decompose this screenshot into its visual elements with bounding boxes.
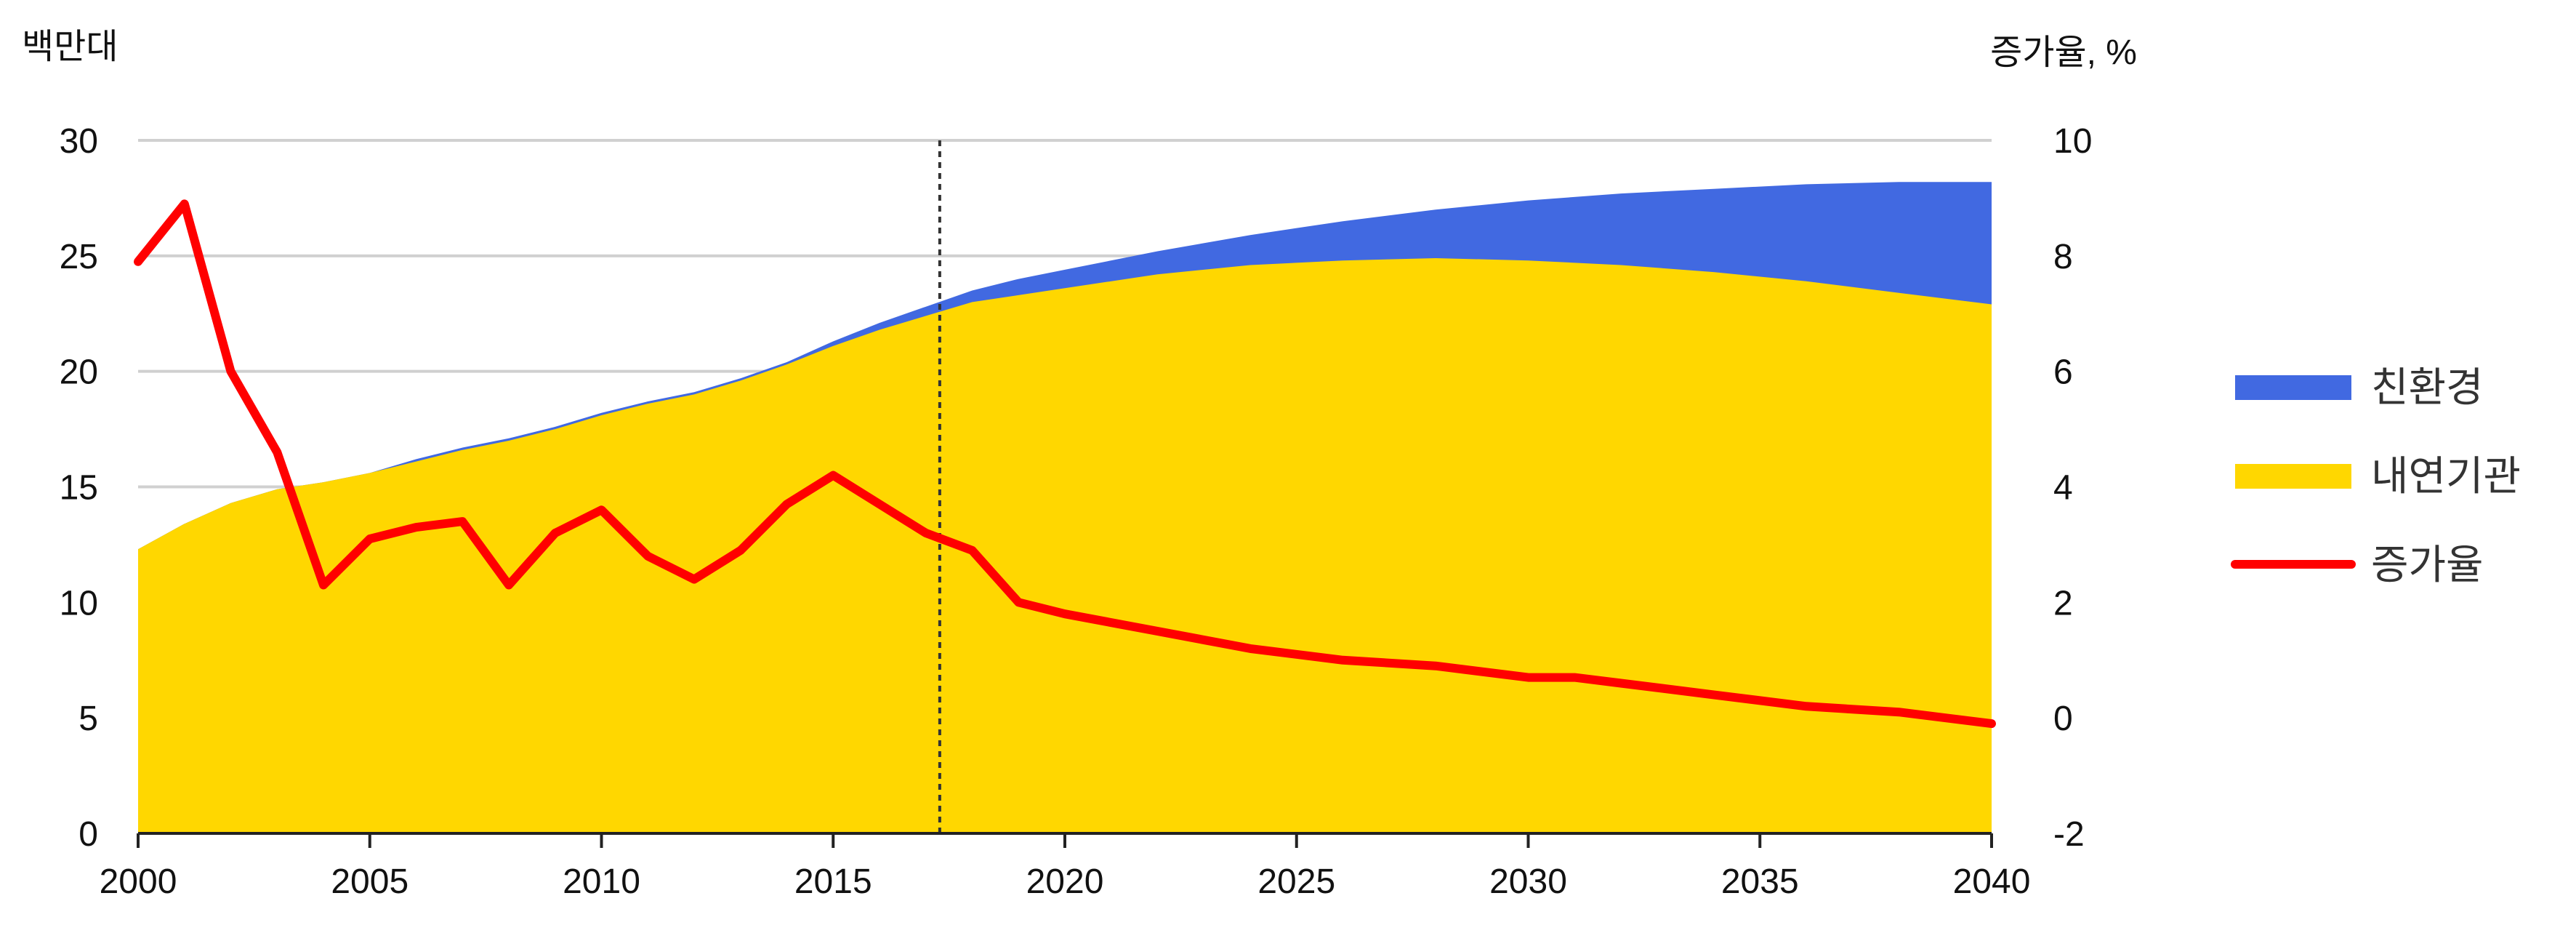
legend-label-growth: 증가율 — [2371, 542, 2484, 588]
right-y-tick-label: 2 — [2053, 584, 2073, 622]
area-ice — [138, 258, 1992, 833]
right-y-axis: -2 0 2 4 6 8 10 — [2053, 122, 2092, 854]
legend-swatch-eco — [2235, 375, 2351, 400]
left-y-tick-label: 15 — [60, 469, 98, 508]
left-y-tick-label: 30 — [60, 122, 98, 161]
right-y-tick-label: 10 — [2053, 122, 2092, 161]
area-series — [138, 182, 1992, 833]
left-y-tick-label: 5 — [79, 700, 98, 738]
right-y-tick-label: 4 — [2053, 469, 2073, 508]
right-y-tick-label: -2 — [2053, 815, 2085, 854]
left-y-axis: 0 5 10 15 20 25 30 — [60, 122, 98, 854]
line-growth — [134, 199, 1996, 729]
left-y-axis-label: 백만대 — [22, 28, 118, 66]
right-y-tick-label: 6 — [2053, 353, 2073, 392]
x-tick-label: 2020 — [1026, 862, 1104, 901]
legend-swatch-ice — [2235, 464, 2351, 489]
x-tick-label: 2040 — [1953, 862, 2031, 901]
left-y-tick-label: 25 — [60, 238, 98, 276]
legend-label-ice: 내연기관 — [2371, 453, 2521, 499]
left-y-tick-label: 20 — [60, 353, 98, 392]
left-y-tick-label: 0 — [79, 815, 98, 854]
x-tick-label: 2035 — [1721, 862, 1799, 901]
line-series — [134, 199, 1996, 729]
legend: 친환경 내연기관 증가율 — [2231, 364, 2521, 588]
legend-label-eco: 친환경 — [2371, 364, 2484, 410]
x-tick-label: 2015 — [794, 862, 872, 901]
x-tick-label: 2005 — [331, 862, 408, 901]
right-y-tick-label: 8 — [2053, 238, 2073, 276]
right-y-axis-label: 증가율, % — [1990, 33, 2137, 72]
x-tick-label: 2010 — [563, 862, 640, 901]
x-tick-label: 2000 — [100, 862, 177, 901]
x-axis: 2000 2005 2010 2015 2020 2025 2030 2035 2040 — [100, 833, 2031, 901]
left-y-tick-label: 10 — [60, 584, 98, 622]
x-tick-label: 2025 — [1257, 862, 1335, 901]
x-tick-label: 2030 — [1489, 862, 1567, 901]
right-y-tick-label: 0 — [2053, 700, 2073, 738]
